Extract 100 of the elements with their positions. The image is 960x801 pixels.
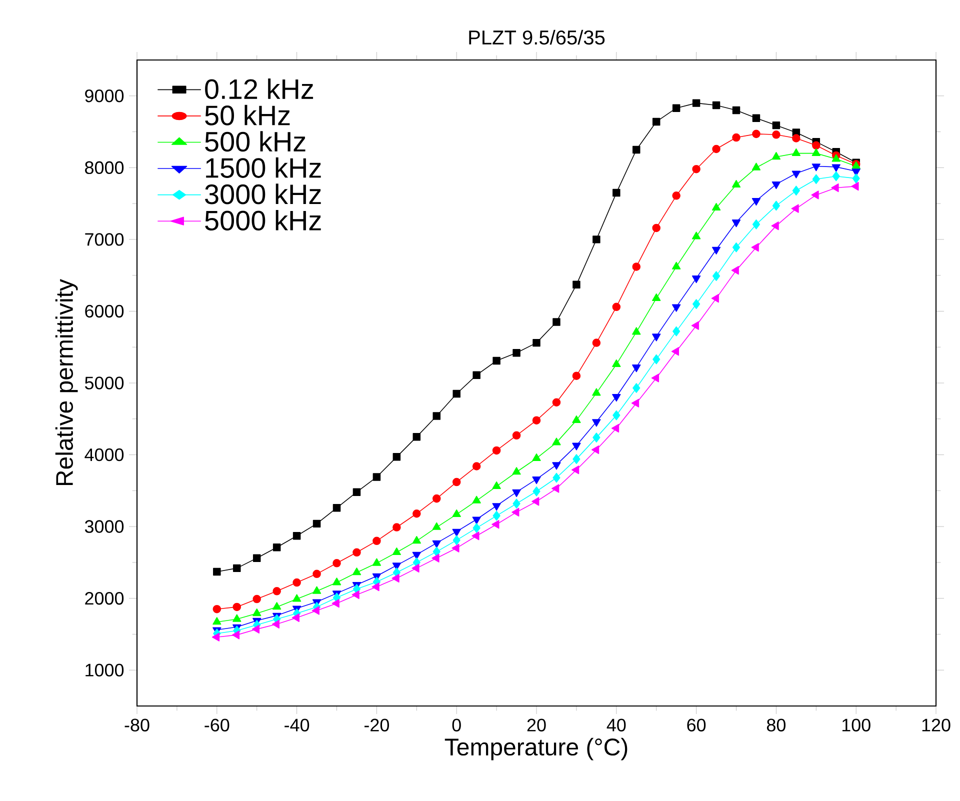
point [772, 182, 781, 190]
point [832, 164, 840, 172]
x-tick-label: 40 [606, 718, 626, 732]
point [592, 338, 601, 347]
y-tick-label: 5000 [84, 376, 124, 390]
y-tick-label: 6000 [85, 304, 124, 318]
point [233, 564, 241, 572]
point [432, 412, 440, 420]
point [512, 431, 521, 440]
point [712, 101, 720, 110]
point [852, 174, 860, 184]
point [732, 180, 741, 188]
point [412, 432, 421, 441]
point [652, 334, 661, 342]
point [771, 221, 779, 230]
point [472, 371, 480, 379]
point [332, 578, 342, 586]
point [611, 424, 620, 433]
point [352, 548, 361, 557]
point [812, 174, 820, 184]
point [432, 540, 441, 548]
point [372, 558, 382, 566]
point [312, 520, 321, 528]
y-tick-label: 3000 [84, 520, 124, 533]
point [412, 564, 420, 573]
point [851, 182, 859, 191]
point [652, 224, 660, 232]
point [592, 445, 600, 454]
point [732, 220, 741, 228]
point [472, 516, 481, 524]
y-tick-label: 4000 [84, 448, 124, 462]
legend-label: 0.12 kHz [205, 78, 314, 100]
point [732, 106, 740, 114]
point [672, 192, 680, 200]
point [232, 602, 242, 612]
point [472, 462, 481, 470]
point [792, 170, 801, 178]
x-tick-label: 0 [452, 718, 461, 732]
point [412, 536, 421, 544]
point [772, 121, 780, 130]
point [452, 544, 460, 552]
point [552, 472, 560, 483]
x-tick-label: 80 [766, 718, 786, 732]
point [452, 528, 461, 537]
chart-title: PLZT 9.5/65/35 [469, 30, 605, 45]
point [432, 546, 440, 557]
point [492, 356, 500, 365]
point [692, 99, 700, 107]
point [792, 134, 800, 142]
point [492, 446, 501, 455]
point [472, 496, 481, 504]
point [712, 246, 721, 254]
x-tick-label: 60 [687, 718, 706, 732]
point [592, 432, 600, 442]
y-tick-label: 2000 [85, 592, 124, 605]
point [332, 504, 341, 512]
point [392, 523, 401, 532]
point [772, 130, 780, 139]
point [492, 503, 501, 511]
point [252, 594, 261, 604]
point [632, 262, 641, 271]
point [232, 630, 240, 640]
point [692, 164, 700, 174]
point [572, 442, 581, 450]
point [671, 347, 679, 356]
legend-label: 1500 kHz [206, 157, 321, 178]
point [692, 299, 700, 309]
point [272, 620, 280, 628]
point [832, 154, 840, 162]
point [651, 374, 660, 382]
y-tick-label: 1000 [86, 664, 124, 676]
point [252, 624, 260, 634]
point [372, 582, 380, 592]
x-tick-label: 120 [922, 718, 950, 732]
point [352, 488, 361, 496]
point [352, 568, 362, 576]
point [432, 554, 440, 562]
point [292, 578, 301, 587]
point [752, 130, 760, 138]
point [831, 183, 839, 192]
point [452, 535, 460, 546]
point [472, 532, 480, 540]
point [412, 510, 421, 518]
x-axis-title: Temperature (°C) [444, 738, 628, 760]
point [652, 354, 660, 364]
point [572, 372, 581, 380]
point [592, 388, 601, 396]
point [792, 148, 801, 156]
point [572, 415, 581, 423]
point [452, 509, 461, 518]
point [212, 632, 220, 642]
x-tick-label: -40 [284, 718, 310, 732]
point [292, 594, 302, 602]
point [392, 574, 400, 583]
point [672, 326, 680, 336]
point [712, 202, 721, 211]
point [812, 141, 820, 150]
point [772, 152, 781, 160]
point [532, 338, 540, 347]
legend-label: 500 kHz [205, 131, 306, 152]
